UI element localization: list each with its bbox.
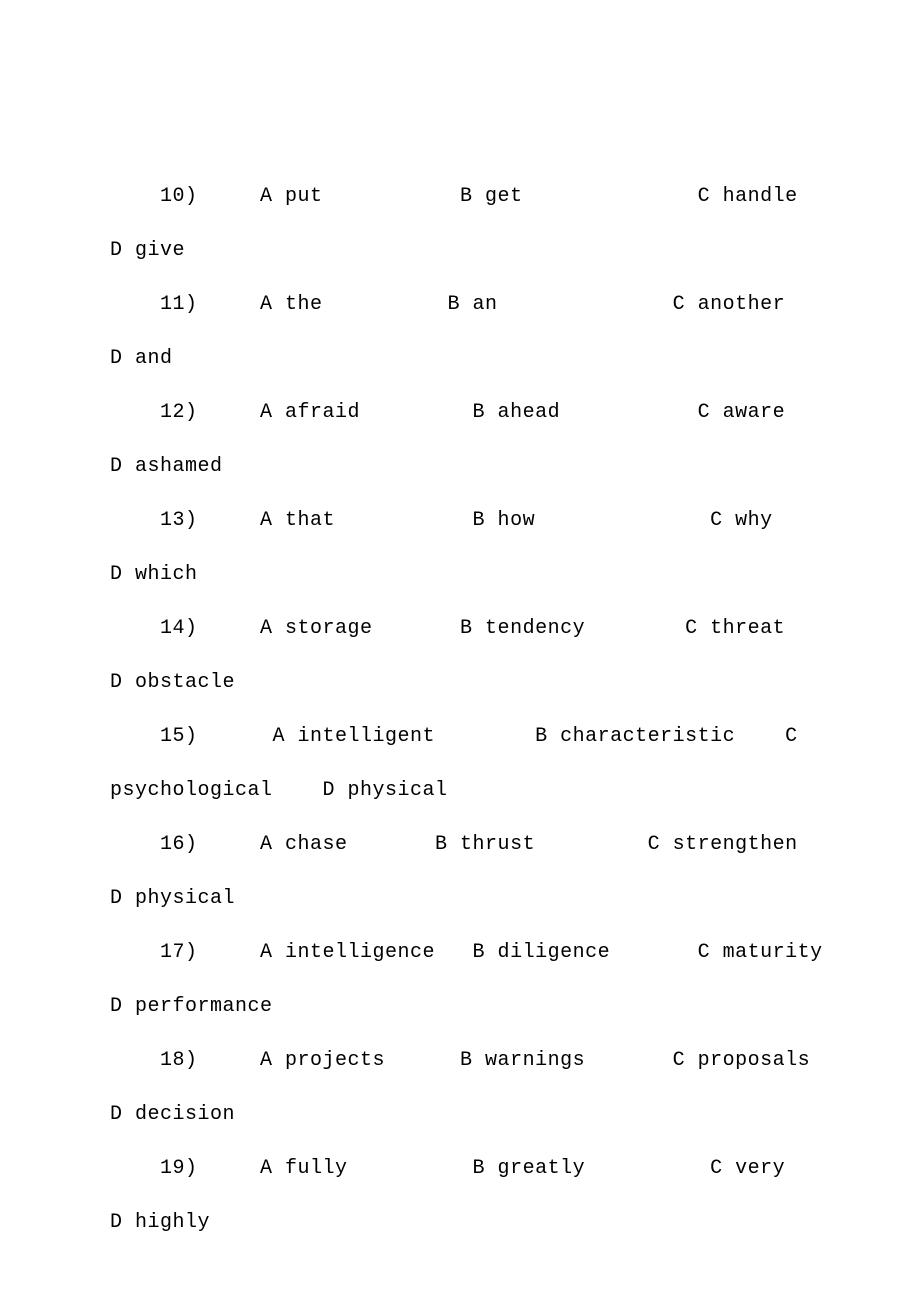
- text-line: D decision: [110, 1088, 810, 1142]
- text-line: 10) A put B get C handle: [110, 170, 810, 224]
- text-line: D highly: [110, 1196, 810, 1250]
- text-line: psychological D physical: [110, 764, 810, 818]
- text-line: 15) A intelligent B characteristic C: [110, 710, 810, 764]
- text-line: D and: [110, 332, 810, 386]
- text-line: 12) A afraid B ahead C aware: [110, 386, 810, 440]
- text-line: D performance: [110, 980, 810, 1034]
- text-line: 13) A that B how C why: [110, 494, 810, 548]
- text-line: 18) A projects B warnings C proposals: [110, 1034, 810, 1088]
- text-line: D which: [110, 548, 810, 602]
- text-line: 16) A chase B thrust C strengthen: [110, 818, 810, 872]
- text-line: 19) A fully B greatly C very: [110, 1142, 810, 1196]
- text-line: 17) A intelligence B diligence C maturit…: [110, 926, 810, 980]
- text-line: D obstacle: [110, 656, 810, 710]
- text-line: D ashamed: [110, 440, 810, 494]
- document-content: 10) A put B get C handle D give 11) A th…: [110, 170, 810, 1250]
- text-line: 14) A storage B tendency C threat: [110, 602, 810, 656]
- text-line: D give: [110, 224, 810, 278]
- text-line: D physical: [110, 872, 810, 926]
- text-line: 11) A the B an C another: [110, 278, 810, 332]
